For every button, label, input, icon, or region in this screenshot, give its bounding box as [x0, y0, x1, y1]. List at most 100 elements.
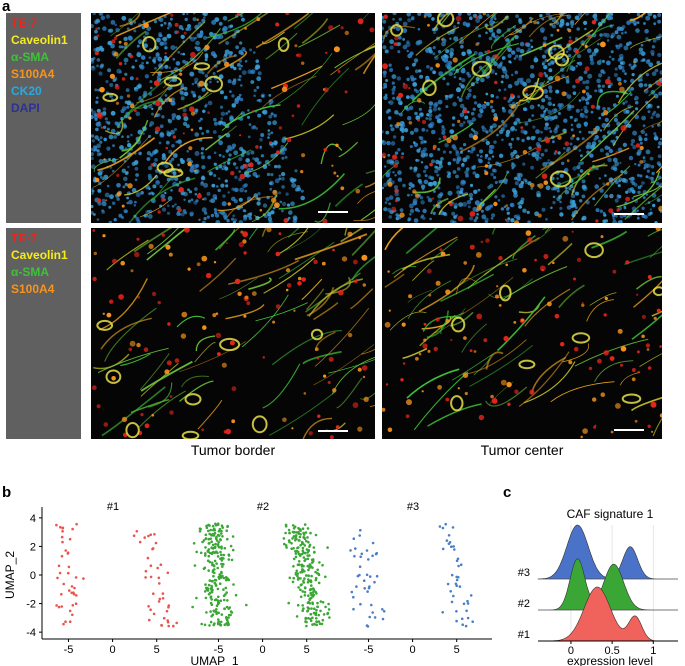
umap-point: [204, 596, 208, 600]
umap-point: [315, 608, 318, 612]
umap-point: [213, 622, 216, 625]
umap-point: [353, 554, 356, 558]
umap-point: [147, 605, 150, 608]
umap-point: [459, 563, 463, 566]
umap-point: [315, 623, 319, 627]
umap-point: [304, 531, 308, 534]
umap-point: [311, 601, 314, 604]
umap-point: [212, 574, 215, 578]
umap-point: [455, 619, 458, 623]
umap-point: [306, 601, 310, 605]
umap-point: [60, 593, 63, 596]
umap-point: [308, 588, 312, 592]
umap-point: [204, 554, 207, 557]
umap-point: [297, 539, 301, 542]
umap-x-tick: 0: [260, 644, 266, 656]
umap-point: [62, 582, 65, 586]
umap-x-tick: 0: [410, 644, 416, 656]
umap-point: [309, 531, 312, 535]
umap-point: [362, 579, 366, 582]
umap-point: [321, 601, 325, 604]
umap-point: [220, 559, 224, 562]
umap-point: [456, 557, 460, 561]
umap-x-tick: -5: [64, 644, 74, 656]
umap-point: [285, 546, 288, 549]
umap-point: [222, 594, 226, 597]
umap-point: [132, 534, 136, 537]
umap-point: [216, 555, 220, 558]
umap-point: [158, 582, 161, 585]
umap-point: [61, 527, 64, 530]
umap-point: [207, 548, 211, 551]
umap-point: [221, 526, 224, 529]
umap-point: [308, 598, 312, 602]
umap-point: [205, 611, 208, 614]
umap-y-tick: 2: [30, 541, 36, 553]
umap-point: [217, 599, 220, 603]
panel-b-letter: b: [2, 484, 12, 501]
umap-point: [213, 571, 216, 575]
umap-point: [209, 587, 213, 590]
umap-point: [307, 578, 310, 581]
umap-point: [210, 540, 213, 543]
umap-point: [368, 575, 372, 578]
umap-point: [373, 580, 376, 584]
umap-x-tick: 0: [110, 644, 116, 656]
umap-point: [58, 571, 62, 575]
umap-point: [350, 590, 354, 594]
umap-x-tick: 5: [304, 644, 310, 656]
umap-point: [223, 546, 227, 550]
umap-x-tick: 5: [454, 644, 460, 656]
umap-point: [172, 624, 175, 628]
umap-point: [214, 578, 218, 582]
umap-point: [56, 576, 59, 580]
umap-point: [213, 559, 217, 563]
umap-point: [368, 615, 372, 619]
umap-point: [301, 546, 305, 550]
umap-point: [203, 623, 207, 627]
caption-tumor-border: Tumor border: [190, 442, 276, 458]
umap-point: [221, 535, 224, 538]
umap-point: [151, 547, 154, 551]
umap-point: [446, 582, 450, 586]
umap-y-tick: -2: [26, 599, 36, 611]
umap-point: [223, 623, 227, 626]
umap-point: [296, 603, 300, 607]
umap-point: [152, 612, 156, 616]
umap-point: [203, 590, 207, 593]
umap-point: [370, 603, 373, 607]
umap-point: [230, 611, 234, 614]
umap-point: [300, 570, 304, 574]
umap-point: [452, 594, 455, 598]
umap-point: [210, 598, 213, 601]
umap-point: [292, 576, 296, 580]
umap-point: [287, 601, 291, 605]
umap-point: [74, 576, 78, 579]
umap-point: [191, 605, 194, 609]
ridge-xlabel: expression level: [567, 654, 653, 666]
umap-point: [209, 595, 213, 598]
umap-point: [469, 594, 473, 597]
umap-point: [218, 576, 222, 579]
umap-point: [207, 593, 211, 596]
legend-label-sma: α-SMA: [11, 265, 50, 279]
umap-point: [160, 624, 163, 627]
umap-point: [290, 547, 294, 550]
legend-label-te7: TE-7: [11, 231, 38, 245]
umap-point: [71, 604, 75, 607]
umap-point: [366, 590, 369, 593]
umap-point: [307, 617, 310, 620]
umap-point: [326, 546, 329, 549]
umap-point: [297, 526, 300, 530]
umap-point: [302, 551, 305, 554]
umap-point: [306, 551, 310, 554]
umap-point: [162, 616, 166, 620]
umap-point: [301, 590, 305, 593]
umap-point: [316, 605, 319, 609]
umap-point: [283, 542, 286, 546]
umap-points-1: [191, 522, 331, 628]
umap-y-tick: 4: [30, 513, 36, 525]
umap-point: [306, 536, 309, 539]
legend-label-dapi: DAPI: [11, 101, 40, 115]
umap-point: [222, 557, 225, 560]
